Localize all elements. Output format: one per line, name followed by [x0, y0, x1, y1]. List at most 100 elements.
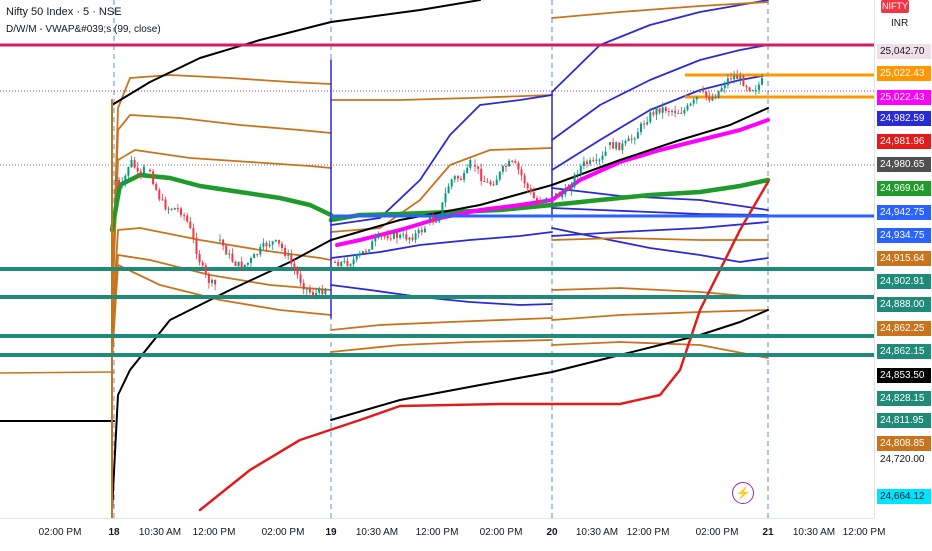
- candle-body: [692, 99, 695, 104]
- candle-body: [256, 254, 259, 256]
- time-axis[interactable]: 02:00 PM 18 10:30 AM 12:00 PM 02:00 PM 19 10:3…: [0, 518, 885, 551]
- candle-body: [686, 105, 689, 110]
- candle-body: [380, 234, 383, 236]
- candle-body: [526, 183, 529, 189]
- candle-body: [498, 171, 501, 180]
- candle-body: [305, 288, 308, 290]
- candle-body: [598, 159, 601, 161]
- price-label: 24,942.75: [877, 205, 931, 220]
- candle-body: [392, 232, 395, 239]
- band-s2-blue-upper: [330, 94, 553, 226]
- currency-label[interactable]: INR: [891, 18, 909, 29]
- daily-vwap-3: [549, 177, 771, 208]
- candle-body: [405, 234, 408, 240]
- candle-body: [486, 181, 489, 183]
- candle-body: [214, 279, 217, 285]
- candle-body: [207, 273, 210, 283]
- candle-body: [573, 174, 576, 187]
- price-label: 24,934.75: [877, 228, 931, 243]
- candle-body: [371, 241, 374, 250]
- candle-body: [243, 264, 246, 269]
- candle-body: [558, 193, 561, 198]
- candle-body: [441, 202, 444, 217]
- candle-body: [340, 262, 343, 267]
- price-label: 24,828.15: [877, 391, 931, 406]
- candle-body: [592, 160, 595, 162]
- indicator-legend[interactable]: D/W/M - VWAP&#039;s (99, close): [6, 24, 161, 35]
- price-label: 24,811.95: [877, 413, 931, 428]
- candle-body: [699, 89, 701, 92]
- candle-body: [343, 260, 346, 263]
- candle-body: [483, 181, 486, 183]
- candle-body: [152, 171, 155, 185]
- time-label: 02:00 PM: [38, 527, 82, 538]
- candle-body: [195, 238, 198, 255]
- price-label: 24,853.50: [877, 368, 931, 383]
- candle-body: [474, 165, 476, 167]
- candle-body: [609, 142, 611, 145]
- time-label: 12:00 PM: [626, 527, 670, 538]
- band-s3-blue-lower: [551, 227, 769, 263]
- time-label: 02:00 PM: [479, 527, 523, 538]
- candle-body: [658, 108, 661, 113]
- candle-body: [630, 138, 633, 140]
- candle-body: [265, 242, 268, 247]
- time-label: 10:30 AM: [138, 527, 182, 538]
- candle-body: [142, 166, 145, 174]
- candle-body: [173, 208, 176, 210]
- candle-body: [477, 166, 480, 169]
- candle-body: [383, 235, 386, 237]
- symbol-tag[interactable]: NIFTY: [881, 0, 909, 13]
- candle-body: [456, 176, 459, 179]
- candle-body: [158, 189, 161, 200]
- lightning-icon[interactable]: ⚡: [732, 482, 754, 504]
- candle-body: [293, 263, 296, 270]
- candle-body: [296, 269, 299, 275]
- candle-body: [492, 184, 495, 186]
- time-label: 02:00 PM: [695, 527, 739, 538]
- candle-body: [480, 168, 483, 182]
- price-label: 24,915.64: [877, 251, 931, 266]
- candle-body: [201, 262, 204, 266]
- candle-body: [745, 86, 748, 88]
- candle-body: [733, 75, 736, 80]
- candle-body: [453, 176, 456, 180]
- chart-canvas[interactable]: [0, 0, 874, 518]
- candle-body: [277, 239, 280, 244]
- candle-body: [714, 97, 717, 99]
- monthly-vwap-red: [198, 180, 770, 512]
- time-label: 10:30 AM: [355, 527, 399, 538]
- candle-body: [127, 167, 130, 176]
- band-s2-bottom: [330, 339, 553, 353]
- candle-body: [318, 288, 321, 293]
- candle-body: [130, 159, 133, 168]
- candle-body: [661, 107, 664, 113]
- candle-body: [115, 179, 117, 181]
- candle-body: [337, 262, 340, 267]
- time-label-day: 19: [325, 527, 337, 538]
- price-label-partial: 24,720.00: [880, 454, 925, 465]
- symbol-title[interactable]: Nifty 50 Index · 5 · NSE: [6, 6, 122, 18]
- band-upper-3: [111, 74, 332, 301]
- candle-body: [726, 78, 729, 86]
- chart-pane[interactable]: Nifty 50 Index · 5 · NSE D/W/M - VWAP&#0…: [0, 0, 874, 518]
- band-s3-blue-mid: [551, 74, 769, 171]
- price-axis[interactable]: NIFTY INR 25,042.70 25,022.43 25,022.43 24,…: [874, 0, 932, 518]
- candle-body: [683, 109, 686, 114]
- candle-body: [447, 186, 450, 194]
- candle-body: [259, 246, 262, 255]
- candle-body: [695, 97, 698, 100]
- candle-body: [211, 279, 213, 283]
- candle-body: [555, 193, 557, 195]
- time-label: 02:00 PM: [261, 527, 305, 538]
- candle-body: [615, 142, 618, 149]
- candle-body: [514, 161, 517, 164]
- candle-body: [420, 229, 423, 233]
- candle-body: [192, 228, 195, 239]
- candle-body: [308, 288, 311, 293]
- candle-body: [399, 234, 402, 238]
- band-s2-top: [330, 94, 553, 101]
- candle-body: [231, 253, 234, 262]
- candle-body: [633, 138, 636, 140]
- time-label-day: 21: [762, 527, 774, 538]
